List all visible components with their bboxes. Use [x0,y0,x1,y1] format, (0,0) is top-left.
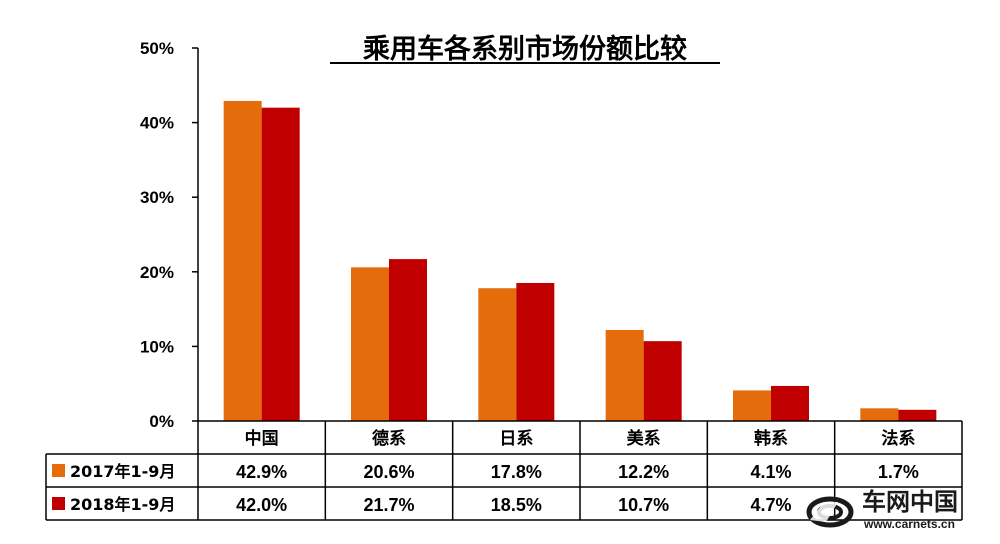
data-label: 20.6% [363,462,414,482]
y-tick-label: 50% [140,39,174,58]
bar [223,100,262,421]
category-label: 中国 [245,428,279,449]
bar [478,288,517,421]
chart-title: 乘用车各系别市场份额比较 [362,33,687,65]
data-label: 21.7% [363,495,414,515]
y-tick-label: 30% [140,188,174,207]
legend-swatch [52,497,65,510]
bar [771,385,809,421]
watermark-url: www.carnets.cn [863,517,955,531]
bar [516,282,555,421]
bar [605,329,644,421]
bar [643,341,682,421]
y-axis: 0% 10% 20% 30% 40% 50% [140,39,199,431]
category-label: 日系 [499,429,533,449]
data-label: 10.7% [618,495,669,515]
bar [351,267,389,421]
y-tick-label: 20% [140,263,174,282]
bar [898,409,937,421]
category-label: 德系 [372,428,406,449]
data-label: 4.1% [750,462,791,482]
bar [389,259,427,421]
data-label: 17.8% [491,462,542,482]
legend-label: 2017年1-9月 [70,462,175,481]
category-label: 韩系 [754,428,788,449]
data-label: 12.2% [618,462,669,482]
watermark: 车网中国 www.carnets.cn [806,488,958,531]
data-label: 42.9% [236,462,287,482]
data-label: 4.7% [750,495,791,515]
carnets-logo-icon [806,496,854,528]
category-label: 法系 [881,428,915,449]
bar [261,107,300,422]
y-tick-label: 40% [140,114,174,133]
data-label: 42.0% [236,495,287,515]
bar [733,390,771,421]
legend-swatch [52,464,65,477]
legend-label: 2018年1-9月 [70,495,175,514]
data-table: 中国 德系 日系 美系 韩系 法系 2017年1-9月 42.9% 20.6% 17.8% 12.2… [45,420,963,521]
category-label: 美系 [627,428,661,449]
bars [223,100,937,422]
bar [860,408,899,421]
watermark-brand: 车网中国 [862,488,958,516]
y-tick-label: 10% [140,337,174,356]
data-label: 18.5% [491,495,542,515]
y-tick-label: 0% [149,412,174,431]
data-label: 1.7% [878,462,919,482]
